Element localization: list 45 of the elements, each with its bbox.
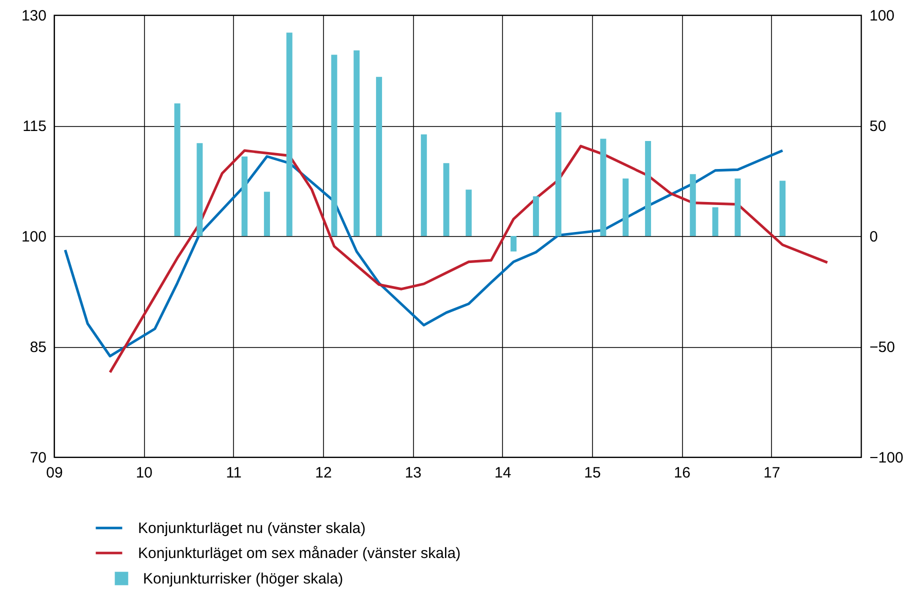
- bar: [242, 156, 248, 236]
- y2-tick-label: −100: [870, 450, 904, 466]
- bar: [466, 190, 472, 236]
- bar: [354, 50, 360, 236]
- x-tick-label: 17: [763, 464, 780, 482]
- bar: [734, 178, 741, 236]
- bar: [712, 207, 718, 236]
- bar: [622, 178, 629, 236]
- x-tick-label: 16: [674, 464, 691, 482]
- x-tick-label: 12: [315, 464, 332, 482]
- bar: [331, 54, 338, 236]
- x-tick-label: 10: [136, 464, 153, 482]
- y-tick-label: 100: [21, 228, 46, 246]
- y-tick-label: 130: [21, 8, 46, 24]
- x-tick-label: 11: [226, 464, 242, 482]
- bar: [376, 76, 382, 236]
- line-series: [64, 149, 784, 358]
- y2-tick-label: 0: [870, 228, 878, 246]
- bar: [532, 196, 539, 236]
- bar: [690, 174, 696, 236]
- bar: [555, 112, 562, 236]
- bar: [780, 180, 786, 236]
- bar: [174, 103, 180, 236]
- y2-tick-label: −50: [870, 339, 895, 356]
- x-tick-label: 15: [584, 464, 601, 482]
- bar: [196, 143, 203, 236]
- y-tick-label: 85: [30, 339, 46, 356]
- bar: [510, 236, 517, 252]
- bar: [264, 192, 270, 236]
- bar: [645, 140, 652, 236]
- legend-label: Konjunkturrisker (höger skala): [143, 570, 344, 588]
- x-tick-label: 13: [404, 464, 422, 482]
- legend-label: Konjunkturläget om sex månader (vänster skala): [138, 545, 461, 562]
- x-tick-label: 14: [494, 464, 512, 482]
- legend-label: Konjunkturläget nu (vänster skala): [138, 520, 366, 537]
- y2-tick-label: 100: [870, 8, 895, 24]
- y-tick-label: 70: [30, 450, 46, 466]
- bar: [420, 134, 427, 236]
- x-tick-label: 09: [46, 464, 63, 482]
- bar: [286, 32, 292, 236]
- bar: [443, 163, 450, 236]
- y-tick-label: 115: [22, 118, 46, 135]
- line-series: [108, 144, 829, 374]
- bar: [600, 138, 606, 236]
- y2-tick-label: 50: [870, 118, 886, 135]
